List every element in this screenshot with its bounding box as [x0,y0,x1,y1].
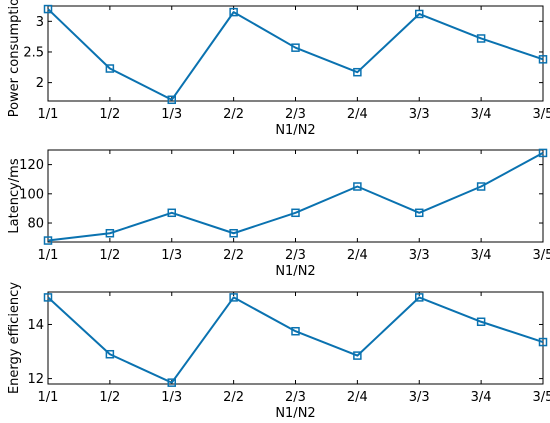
x-tick-label: 3/5 [533,107,550,122]
series-line [47,152,544,242]
x-tick-label: 2/2 [223,107,244,122]
x-tick-label: 3/3 [409,390,430,405]
y-axis-title: Power consumption [7,0,22,117]
series-line [47,8,544,101]
data-point [167,378,176,387]
x-tick-label: 2/4 [347,248,368,263]
data-point [43,236,53,245]
data-point [476,34,486,43]
x-tick-label: 1/2 [99,390,120,405]
chart-panel-1: 1/1 1/2 1/3 2/2 2/3 2/4 3/3 3/4 3/5 2 2.5 3 N1/N2 Pow… [7,0,550,138]
x-tick-label: 2/4 [347,390,368,405]
x-tick-label: 2/3 [285,390,306,405]
data-point [43,4,53,14]
data-point [538,337,548,347]
data-point [105,228,115,238]
x-tick-label: 2/2 [223,248,244,263]
data-point [476,317,486,327]
x-tick-label: 2/3 [285,248,306,263]
data-point [229,228,238,238]
y-tick-label: 80 [27,217,44,232]
data-point [291,208,300,218]
y-axis-title: Latency/ms [7,158,22,233]
x-tick-label: 2/2 [223,390,244,405]
x-tick-label: 3/4 [471,248,492,263]
data-point [538,55,548,64]
x-tick-label: 1/1 [38,390,59,405]
data-point [353,67,362,77]
x-tick-label: 3/3 [409,107,430,122]
y-tick-label: 2.5 [23,45,44,60]
x-axis-title: N1/N2 [275,406,315,421]
y-axis-title: Energy efficiency [7,282,22,394]
x-tick-label: 3/4 [471,390,492,405]
data-point [415,293,424,302]
data-point [415,208,424,218]
chart-panel-2: 1/1 1/2 1/3 2/2 2/3 2/4 3/3 3/4 3/5 80 100 120 N1/N2… [7,148,550,279]
x-axis-title: N1/N2 [275,264,315,279]
x-tick-label: 1/1 [38,107,59,122]
x-axis-title: N1/N2 [275,123,315,138]
y-tick-label: 120 [19,158,44,173]
x-tick-label: 1/2 [99,248,120,263]
data-point [167,208,176,218]
x-tick-label: 3/3 [409,248,430,263]
axes-box [47,5,544,102]
y-tick-label: 100 [19,187,44,202]
data-point [105,64,115,73]
x-tick-label: 2/3 [285,107,306,122]
data-point [353,182,362,191]
x-tick-label: 1/1 [38,248,59,263]
chart-panel-3: 1/1 1/2 1/3 2/2 2/3 2/4 3/3 3/4 3/5 12 14 N1/N2 Ener… [7,282,550,421]
data-point [229,293,238,302]
x-tick-label: 3/5 [533,390,550,405]
data-point [476,182,486,191]
y-tick-label: 3 [36,15,44,30]
x-tick-label: 1/3 [161,107,182,122]
x-tick-label: 1/2 [99,107,120,122]
data-point [105,349,115,359]
data-point [538,148,548,158]
data-point [353,351,362,360]
x-tick-label: 1/3 [161,390,182,405]
x-tick-label: 3/4 [471,107,492,122]
x-tick-label: 3/5 [533,248,550,263]
data-point [291,326,300,336]
y-tick-label: 2 [36,76,44,91]
data-point [43,293,53,302]
data-point [167,95,176,105]
series-line [47,296,544,384]
data-point [229,7,238,17]
axes-box [47,291,544,385]
x-tick-label: 2/4 [347,107,368,122]
y-tick-label: 12 [27,372,44,387]
x-tick-label: 1/3 [161,248,182,263]
data-point [415,9,424,19]
y-tick-label: 14 [27,318,44,333]
data-point [291,43,300,52]
